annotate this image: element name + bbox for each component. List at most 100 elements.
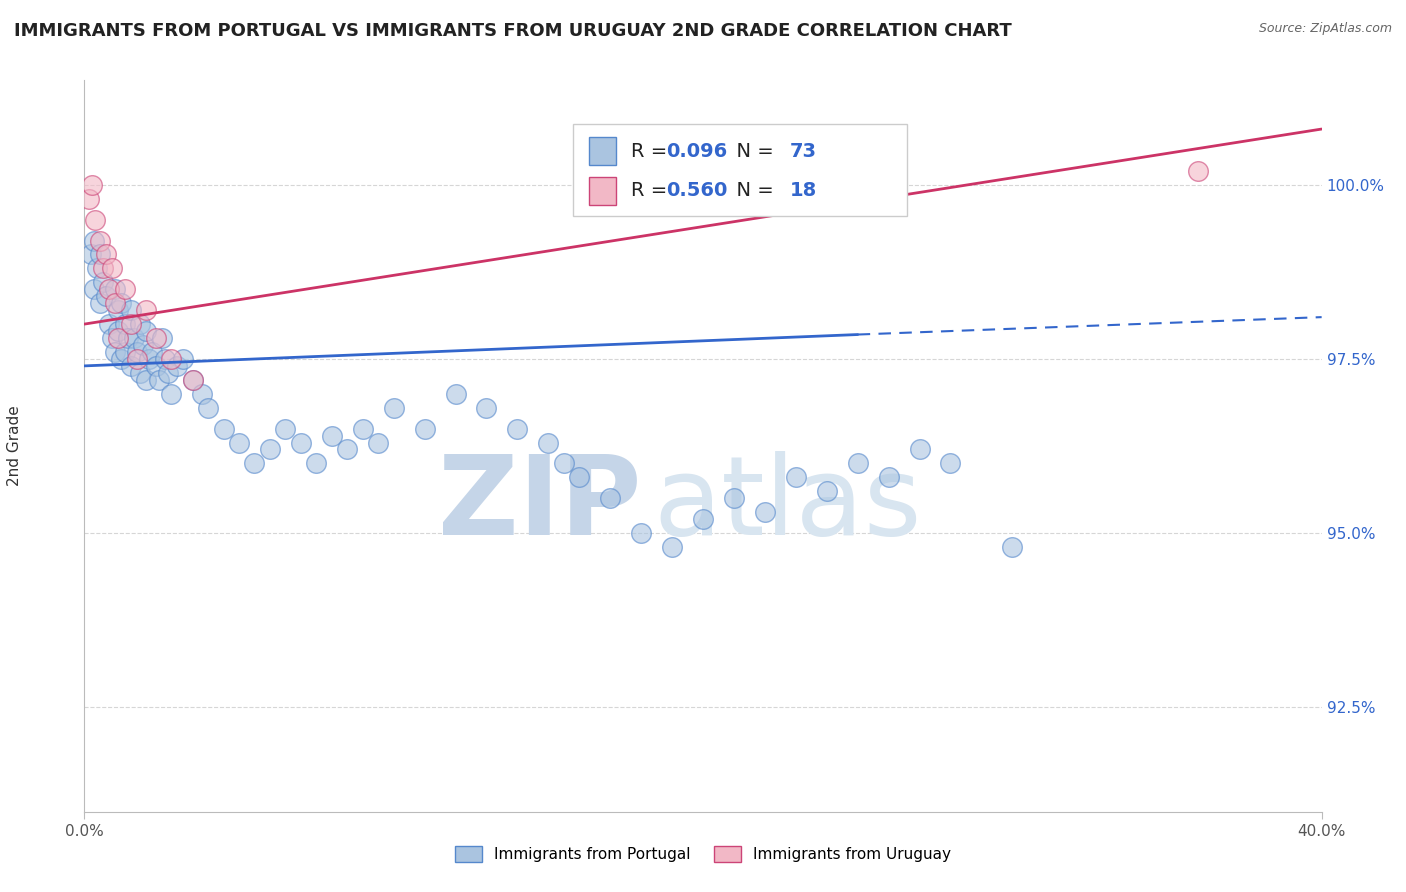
- Point: [114, 282, 136, 296]
- Point: [148, 373, 170, 387]
- Point: [815, 484, 838, 499]
- FancyBboxPatch shape: [589, 177, 616, 205]
- Point: [506, 421, 529, 435]
- Point: [129, 366, 152, 380]
- Point: [79, 247, 101, 261]
- Text: R =: R =: [631, 142, 673, 161]
- Point: [181, 373, 204, 387]
- Point: [110, 351, 132, 366]
- Text: atlas: atlas: [654, 451, 922, 558]
- Point: [77, 192, 100, 206]
- Point: [568, 470, 591, 484]
- Point: [166, 359, 188, 373]
- Point: [84, 212, 107, 227]
- Point: [150, 331, 173, 345]
- Point: [191, 386, 214, 401]
- Point: [475, 401, 498, 415]
- Point: [120, 359, 142, 373]
- Text: 0.096: 0.096: [666, 142, 727, 161]
- Point: [553, 457, 575, 471]
- Point: [599, 491, 621, 506]
- Point: [630, 526, 652, 541]
- Point: [94, 289, 117, 303]
- Point: [135, 373, 157, 387]
- Text: N =: N =: [724, 181, 780, 201]
- Point: [212, 421, 235, 435]
- Point: [94, 247, 117, 261]
- Point: [908, 442, 931, 457]
- Point: [160, 386, 183, 401]
- Point: [352, 421, 374, 435]
- Point: [120, 303, 142, 318]
- Legend: Immigrants from Portugal, Immigrants from Uruguay: Immigrants from Portugal, Immigrants fro…: [447, 838, 959, 870]
- Point: [82, 178, 104, 192]
- Point: [86, 261, 108, 276]
- Point: [83, 282, 105, 296]
- Text: IMMIGRANTS FROM PORTUGAL VS IMMIGRANTS FROM URUGUAY 2ND GRADE CORRELATION CHART: IMMIGRANTS FROM PORTUGAL VS IMMIGRANTS F…: [14, 22, 1012, 40]
- Point: [107, 303, 129, 318]
- Point: [290, 435, 312, 450]
- Point: [91, 261, 114, 276]
- Point: [1001, 540, 1024, 554]
- Point: [382, 401, 405, 415]
- Point: [537, 435, 560, 450]
- Point: [156, 366, 179, 380]
- Point: [107, 331, 129, 345]
- Y-axis label: 2nd Grade: 2nd Grade: [7, 406, 22, 486]
- Point: [135, 324, 157, 338]
- Point: [785, 470, 807, 484]
- Point: [89, 247, 111, 261]
- Point: [138, 351, 160, 366]
- Point: [104, 296, 127, 310]
- Point: [336, 442, 359, 457]
- Point: [145, 331, 167, 345]
- Point: [228, 435, 250, 450]
- Text: ZIP: ZIP: [437, 451, 641, 558]
- Text: Source: ZipAtlas.com: Source: ZipAtlas.com: [1258, 22, 1392, 36]
- Point: [141, 345, 163, 359]
- Point: [197, 401, 219, 415]
- Text: 73: 73: [790, 142, 817, 161]
- Point: [1187, 164, 1209, 178]
- Point: [91, 275, 114, 289]
- Point: [846, 457, 869, 471]
- Point: [877, 470, 900, 484]
- Point: [172, 351, 194, 366]
- Text: 0.560: 0.560: [666, 181, 727, 201]
- Point: [160, 351, 183, 366]
- Point: [101, 331, 124, 345]
- Point: [939, 457, 962, 471]
- Point: [114, 317, 136, 331]
- Text: R =: R =: [631, 181, 673, 201]
- Point: [104, 282, 127, 296]
- Point: [120, 317, 142, 331]
- Point: [89, 234, 111, 248]
- Point: [107, 324, 129, 338]
- FancyBboxPatch shape: [589, 137, 616, 165]
- Point: [122, 331, 145, 345]
- Point: [367, 435, 389, 450]
- FancyBboxPatch shape: [574, 124, 907, 216]
- Point: [661, 540, 683, 554]
- Point: [125, 351, 148, 366]
- Point: [135, 303, 157, 318]
- Point: [444, 386, 467, 401]
- Point: [259, 442, 281, 457]
- Point: [83, 234, 105, 248]
- Point: [132, 338, 155, 352]
- Point: [98, 282, 121, 296]
- Point: [692, 512, 714, 526]
- Point: [104, 345, 127, 359]
- Point: [181, 373, 204, 387]
- Point: [117, 331, 139, 345]
- Point: [243, 457, 266, 471]
- Point: [145, 359, 167, 373]
- Point: [153, 351, 176, 366]
- Point: [274, 421, 297, 435]
- Point: [723, 491, 745, 506]
- Point: [754, 505, 776, 519]
- Point: [110, 296, 132, 310]
- Point: [413, 421, 436, 435]
- Text: N =: N =: [724, 142, 780, 161]
- Point: [305, 457, 328, 471]
